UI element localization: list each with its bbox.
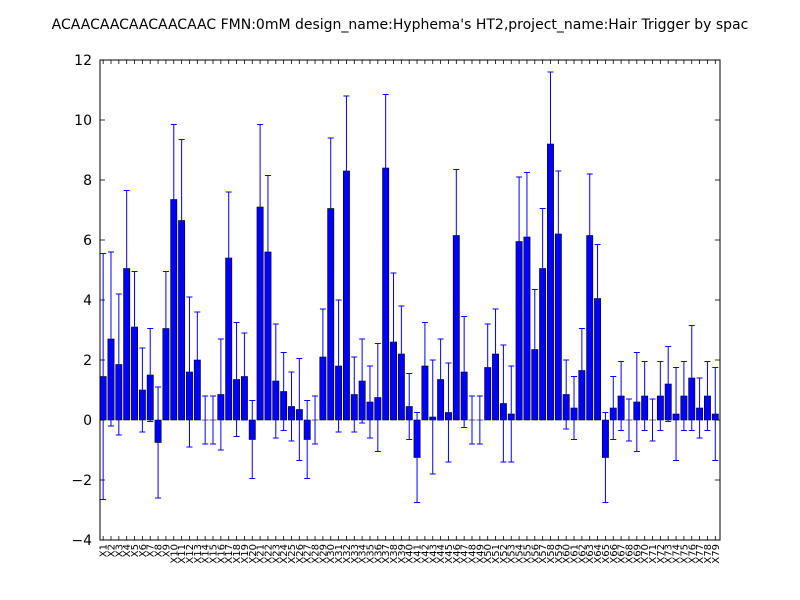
- x-tick-label: X14: [201, 544, 212, 564]
- x-tick-label: X44: [436, 544, 447, 564]
- x-tick-label: X38: [389, 544, 400, 564]
- x-tick-label: X60: [562, 544, 573, 564]
- plot-area: X1X2X3X4X5X6X7X8X9X10X11X12X13X14X15X16X…: [71, 53, 721, 564]
- x-tick-label: X12: [185, 544, 196, 564]
- x-tick-label: X8: [154, 544, 165, 557]
- x-tick-label: X5: [130, 544, 141, 557]
- x-tick-label: X76: [687, 544, 698, 564]
- x-tick-label: X30: [326, 544, 337, 564]
- x-tick-label: X72: [656, 544, 667, 564]
- x-tick-label: X13: [193, 544, 204, 564]
- x-tick-label: X11: [177, 544, 188, 564]
- y-tick-label: 0: [83, 413, 92, 429]
- x-tick-label: X68: [624, 544, 635, 564]
- x-tick-label: X6: [138, 544, 149, 557]
- x-tick-label: X34: [358, 544, 369, 564]
- x-tick-label: X77: [695, 544, 706, 564]
- x-tick-label: X74: [672, 544, 683, 564]
- y-tick-label: −2: [71, 473, 92, 489]
- x-tick-label: X35: [365, 544, 376, 564]
- x-tick-label: X78: [703, 544, 714, 564]
- x-tick-label: X28: [311, 544, 322, 564]
- x-tick-label: X58: [546, 544, 557, 564]
- x-tick-label: X7: [146, 544, 157, 557]
- x-tick-label: X22: [263, 544, 274, 564]
- x-tick-label: X9: [161, 544, 172, 557]
- x-tick-label: X59: [554, 544, 565, 564]
- x-tick-label: X48: [468, 544, 479, 564]
- x-tick-label: X41: [413, 544, 424, 564]
- x-tick-label: X19: [240, 544, 251, 564]
- x-tick-label: X24: [279, 544, 290, 564]
- x-tick-label: X52: [499, 544, 510, 564]
- x-tick-label: X26: [295, 544, 306, 564]
- y-tick-label: 12: [74, 53, 92, 69]
- x-tick-label: X54: [515, 544, 526, 564]
- x-tick-label: X50: [483, 544, 494, 564]
- x-tick-label: X64: [593, 544, 604, 564]
- x-tick-label: X67: [617, 544, 628, 564]
- x-tick-label: X70: [640, 544, 651, 564]
- x-tick-label: X39: [397, 544, 408, 564]
- x-tick-label: X2: [106, 544, 117, 557]
- y-tick-label: 2: [83, 353, 92, 369]
- x-tick-label: X15: [209, 544, 220, 564]
- x-tick-label: X42: [420, 544, 431, 564]
- y-tick-label: 8: [83, 173, 92, 189]
- x-tick-label: X23: [271, 544, 282, 564]
- x-tick-label: X25: [287, 544, 298, 564]
- x-tick-label: X55: [522, 544, 533, 564]
- x-tick-label: X61: [570, 544, 581, 564]
- x-tick-label: X10: [169, 544, 180, 564]
- x-tick-label: X31: [334, 544, 345, 564]
- x-tick-label: X40: [405, 544, 416, 564]
- y-tick-label: 10: [74, 113, 92, 129]
- x-tick-label: X57: [538, 544, 549, 564]
- axes-frame: [99, 59, 721, 541]
- y-tick-label: 4: [83, 293, 92, 309]
- x-tick-label: X16: [216, 544, 227, 564]
- x-tick-label: X65: [601, 544, 612, 564]
- x-tick-label: X1: [99, 544, 110, 557]
- x-tick-label: X17: [224, 544, 235, 564]
- x-tick-label: X56: [530, 544, 541, 564]
- x-tick-label: X21: [256, 544, 267, 564]
- x-tick-label: X29: [318, 544, 329, 564]
- x-tick-label: X36: [373, 544, 384, 564]
- x-tick-label: X49: [475, 544, 486, 564]
- x-tick-label: X3: [114, 544, 125, 557]
- x-tick-label: X20: [248, 544, 259, 564]
- x-tick-label: X33: [350, 544, 361, 564]
- x-tick-label: X46: [452, 544, 463, 564]
- x-tick-label: X75: [679, 544, 690, 564]
- x-tick-label: X37: [381, 544, 392, 564]
- y-tick-label: 6: [83, 233, 92, 249]
- x-tick-label: X79: [711, 544, 722, 564]
- x-tick-label: X51: [491, 544, 502, 564]
- x-tick-label: X63: [585, 544, 596, 564]
- x-tick-label: X71: [648, 544, 659, 564]
- x-tick-label: X45: [444, 544, 455, 564]
- x-tick-label: X43: [428, 544, 439, 564]
- x-tick-label: X53: [507, 544, 518, 564]
- x-tick-label: X69: [632, 544, 643, 564]
- x-tick-label: X73: [664, 544, 675, 564]
- x-tick-label: X66: [609, 544, 620, 564]
- y-tick-label: −4: [71, 533, 92, 549]
- x-tick-label: X62: [577, 544, 588, 564]
- x-tick-label: X18: [232, 544, 243, 564]
- x-tick-label: X47: [460, 544, 471, 564]
- x-tick-label: X32: [342, 544, 353, 564]
- chart-title: ACAACAACAACAACAAC FMN:0mM design_name:Hy…: [52, 17, 749, 33]
- x-tick-label: X4: [122, 544, 133, 557]
- x-tick-label: X27: [303, 544, 314, 564]
